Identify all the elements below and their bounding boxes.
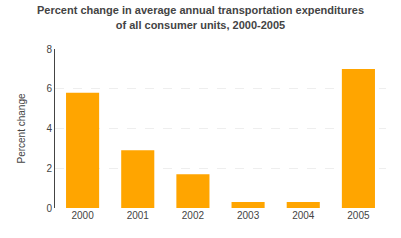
svg-text:2002: 2002 xyxy=(182,210,205,221)
svg-text:Percent change: Percent change xyxy=(16,93,27,163)
svg-text:2000: 2000 xyxy=(71,210,94,221)
svg-text:Percent change in average annu: Percent change in average annual transpo… xyxy=(37,4,364,30)
svg-text:0: 0 xyxy=(46,203,52,214)
svg-text:2001: 2001 xyxy=(127,210,150,221)
svg-text:6: 6 xyxy=(46,83,52,94)
svg-text:2004: 2004 xyxy=(292,210,315,221)
svg-text:4: 4 xyxy=(46,123,52,134)
svg-text:8: 8 xyxy=(46,44,52,55)
svg-text:2003: 2003 xyxy=(237,210,260,221)
svg-text:2005: 2005 xyxy=(347,210,370,221)
svg-text:2: 2 xyxy=(46,163,52,174)
